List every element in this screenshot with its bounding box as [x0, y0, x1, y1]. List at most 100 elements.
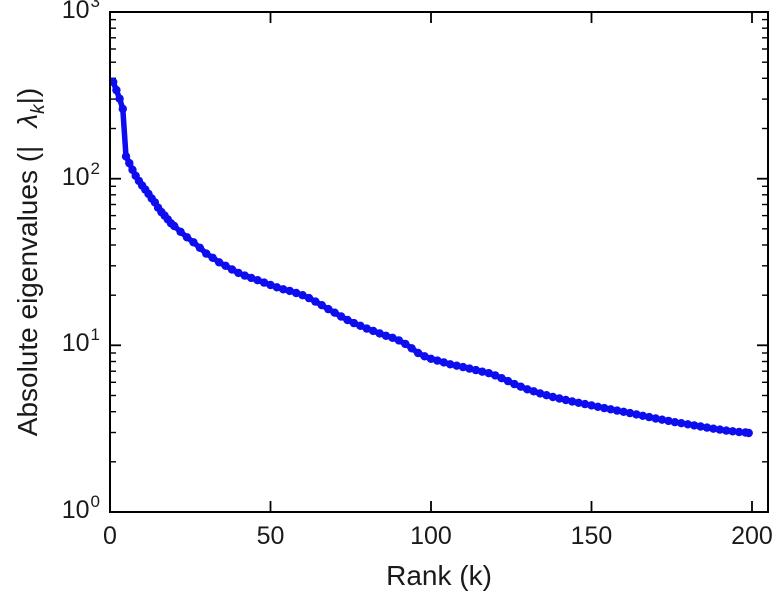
data-point-marker — [343, 315, 352, 325]
data-point-marker — [471, 365, 481, 375]
data-point-marker — [529, 387, 538, 396]
data-point-marker — [503, 376, 513, 386]
data-point-marker — [285, 286, 294, 296]
data-point-marker — [195, 243, 205, 252]
data-point-marker — [638, 411, 647, 420]
data-point-marker — [401, 339, 410, 349]
data-point-marker — [568, 397, 577, 406]
data-point-marker — [202, 249, 211, 258]
data-point-marker — [420, 352, 429, 361]
y-tick-exponent: 3 — [90, 0, 100, 12]
y-axis-label-prefix: Absolute eigenvalues (| — [12, 145, 43, 437]
data-point-marker — [381, 331, 391, 340]
data-point-marker — [394, 336, 404, 345]
data-point-marker — [259, 278, 269, 287]
data-point-marker — [240, 271, 249, 280]
axes-box — [109, 11, 769, 513]
data-point-marker — [413, 348, 423, 358]
data-point-marker — [632, 410, 641, 419]
data-point-marker — [446, 360, 455, 369]
data-point-marker — [587, 401, 596, 410]
data-point-marker — [182, 233, 192, 242]
data-point-marker — [548, 392, 558, 402]
data-point-marker — [677, 419, 686, 428]
data-point-marker — [465, 364, 474, 373]
data-point-marker — [651, 414, 660, 423]
data-point-marker — [234, 268, 243, 278]
data-point-marker — [523, 385, 532, 394]
data-point-marker — [292, 288, 301, 298]
data-point-marker — [452, 361, 461, 370]
data-point-marker — [535, 389, 545, 398]
y-tick-exponent: 2 — [90, 158, 100, 178]
data-point-marker — [298, 291, 307, 300]
data-point-marker — [664, 416, 673, 426]
data-point-marker — [478, 367, 487, 376]
data-point-marker — [439, 358, 448, 367]
data-point-marker — [388, 333, 397, 342]
data-point-marker — [491, 371, 500, 380]
data-point-marker — [728, 427, 737, 436]
x-tick-label: 0 — [103, 522, 117, 550]
data-point-marker — [170, 221, 179, 231]
data-point-marker — [227, 265, 237, 274]
data-point-marker — [484, 369, 493, 378]
data-point-marker — [657, 415, 667, 424]
data-point-marker — [125, 158, 134, 168]
data-point-marker — [189, 238, 198, 247]
data-point-marker — [176, 227, 185, 236]
data-point-marker — [619, 407, 628, 416]
y-axis-label-suffix: |) — [12, 87, 43, 105]
y-tick-base: 10 — [61, 329, 90, 358]
data-point-marker — [606, 405, 615, 414]
x-tick-label: 50 — [256, 522, 285, 550]
lambda-symbol: λ — [12, 113, 43, 128]
data-point-marker — [510, 379, 519, 389]
data-point-marker — [593, 402, 603, 411]
data-point-marker — [580, 399, 590, 409]
data-point-marker — [555, 394, 564, 403]
data-point-marker — [279, 285, 288, 294]
data-point-marker — [336, 312, 346, 321]
data-point-marker — [324, 304, 333, 314]
data-point-marker — [561, 395, 570, 405]
data-point-marker — [121, 152, 131, 161]
lambda-subscript: k — [28, 104, 49, 114]
data-point-marker — [574, 398, 583, 407]
data-point-marker — [349, 318, 359, 328]
data-point-marker — [433, 356, 442, 365]
data-point-marker — [311, 297, 320, 306]
data-point-marker — [356, 321, 365, 330]
y-axis-label: Absolute eigenvalues (| λk|) — [12, 87, 49, 437]
data-point-marker — [115, 94, 124, 103]
y-tick-label: 101 — [61, 325, 100, 358]
y-tick-label: 102 — [61, 159, 100, 192]
data-point-marker — [702, 423, 712, 432]
data-point-marker — [109, 77, 118, 87]
data-point-marker — [214, 258, 224, 267]
data-point-marker — [690, 421, 699, 430]
data-point-marker — [645, 412, 654, 422]
x-tick-label: 100 — [410, 522, 452, 550]
data-point-marker — [112, 85, 121, 95]
data-point-marker — [208, 253, 217, 262]
data-point-marker — [330, 308, 339, 317]
data-point-marker — [516, 382, 525, 391]
y-tick-base: 10 — [61, 0, 90, 25]
data-point-marker — [683, 420, 692, 429]
data-point-marker — [317, 301, 326, 310]
y-tick-base: 10 — [61, 496, 90, 525]
data-point-marker — [426, 354, 436, 363]
y-tick-label: 103 — [62, 0, 100, 25]
data-point-marker — [744, 428, 753, 438]
y-tick-base: 10 — [61, 162, 90, 191]
data-point-marker — [253, 276, 262, 285]
data-point-marker — [696, 422, 705, 431]
x-axis-label: Rank (k) — [386, 560, 492, 591]
data-point-marker — [542, 391, 551, 400]
data-point-marker — [304, 293, 314, 303]
y-tick-label: 100 — [61, 492, 100, 525]
data-point-marker — [266, 280, 275, 290]
data-point-marker — [118, 104, 128, 114]
data-point-marker — [612, 406, 622, 415]
